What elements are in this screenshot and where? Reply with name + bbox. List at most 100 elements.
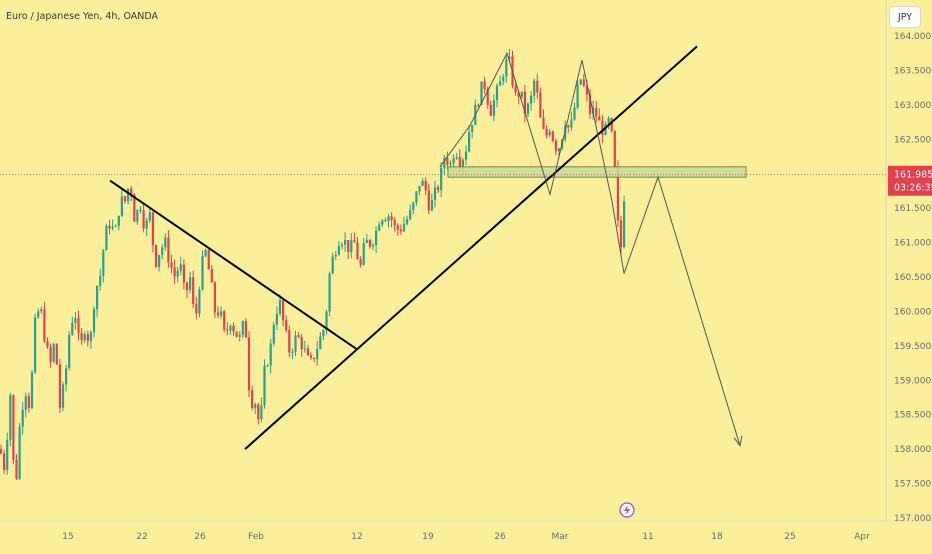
lightning-icon (624, 505, 630, 515)
y-tick-label: 161.000 (894, 239, 931, 249)
candle-body (12, 395, 15, 460)
candle-body (449, 163, 452, 165)
candle-body (486, 88, 489, 105)
candle-body (461, 159, 464, 167)
candle-body (77, 318, 80, 334)
candle-body (297, 335, 300, 338)
candle-body (331, 256, 334, 274)
candle-body (598, 116, 601, 121)
candle-body (288, 330, 291, 353)
candle-body (244, 321, 247, 338)
x-tick-label: 12 (351, 532, 362, 542)
candle-body (167, 237, 170, 263)
candle-body (533, 80, 536, 96)
candle-body (114, 225, 117, 227)
candle-body (375, 230, 378, 246)
x-tick-label: 19 (422, 532, 434, 542)
candle-body (582, 79, 585, 86)
y-tick-label: 163.000 (894, 101, 931, 111)
candle-body (74, 318, 77, 323)
candle-body (3, 453, 6, 470)
candle-body (43, 309, 46, 342)
candle-body (30, 372, 34, 408)
x-tick-label: Apr (854, 532, 870, 542)
candle-body (421, 180, 424, 186)
candle-body (557, 148, 561, 152)
candle-body (433, 187, 437, 200)
candle-body (452, 158, 455, 164)
candle-body (347, 240, 350, 253)
candle-body (610, 118, 613, 132)
y-tick-label: 164.000 (894, 32, 931, 42)
y-tick-label: 163.500 (894, 66, 931, 76)
y-tick-label: 160.500 (894, 273, 931, 283)
candle-body (536, 80, 539, 93)
candle-body (235, 331, 238, 337)
candle-body (6, 439, 9, 470)
candle-body (390, 216, 393, 221)
candle-body (189, 277, 192, 291)
candle-body (111, 226, 114, 229)
candle-body (68, 334, 71, 369)
ascending-trendline (244, 45, 698, 450)
candle-body (415, 191, 418, 203)
candle-body (34, 317, 37, 373)
candle-body (427, 190, 430, 211)
candle-body (18, 426, 21, 479)
candle-body (588, 94, 592, 114)
candle-body (446, 158, 449, 165)
candle-body (170, 262, 173, 268)
y-tick-label: 159.500 (894, 342, 931, 352)
candle-body (337, 246, 340, 255)
candle-body (139, 209, 142, 211)
currency-badge[interactable]: JPY (889, 6, 921, 28)
candle-body (105, 225, 108, 251)
candle-body (458, 157, 461, 167)
x-tick-label: 25 (784, 532, 795, 542)
candle-body (471, 125, 474, 133)
candle-body (195, 304, 198, 314)
candle-body (619, 220, 623, 248)
x-tick-label: 26 (494, 532, 506, 542)
candle-body (567, 125, 570, 128)
candle-body (350, 240, 353, 253)
candle-body (483, 81, 486, 89)
candle-body (232, 325, 235, 332)
candle-body (418, 185, 421, 192)
candle-body (136, 210, 139, 222)
candle-body (316, 349, 319, 360)
candle-body (313, 357, 316, 360)
candle-body (96, 285, 99, 310)
candle-body (154, 245, 158, 267)
price-tag (888, 165, 932, 196)
x-tick-label: Mar (552, 532, 569, 542)
candle-body (9, 395, 12, 440)
candle-body (291, 351, 294, 353)
y-tick-label: 161.500 (894, 204, 931, 214)
candle-body (530, 95, 533, 104)
candle-body (526, 103, 530, 115)
candle-body (489, 104, 492, 116)
candle-body (213, 282, 216, 313)
price-tag-countdown: 03:26:35 (894, 183, 932, 194)
candle-body (15, 459, 18, 479)
y-tick-label: 160.000 (894, 307, 931, 317)
candle-body (89, 332, 92, 342)
candle-body (523, 91, 526, 115)
candle-body (207, 250, 210, 270)
candle-body (362, 242, 365, 265)
candle-body (266, 365, 269, 367)
candle-body (269, 343, 272, 366)
candle-body (83, 334, 86, 341)
descending-trendline (109, 179, 358, 351)
candle-body (210, 269, 213, 283)
candle-body (52, 343, 55, 362)
candle-body (238, 334, 241, 337)
candle-body (65, 368, 68, 385)
candle-body (120, 196, 123, 216)
candle-body (300, 337, 303, 350)
candle-body (176, 270, 179, 277)
candle-body (384, 220, 387, 222)
